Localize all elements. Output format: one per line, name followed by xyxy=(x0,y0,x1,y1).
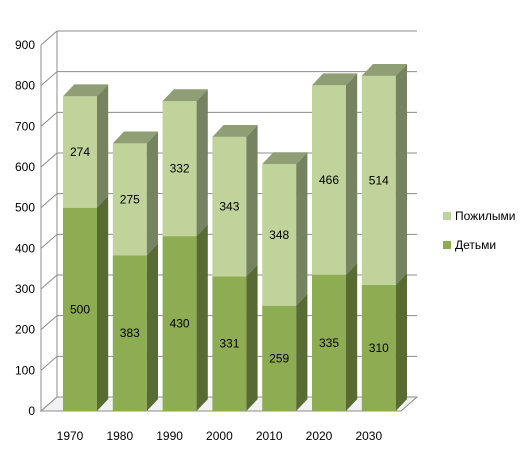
bar-segment xyxy=(112,255,147,411)
bar-stack-1990: 430 332 xyxy=(162,89,208,411)
x-tick-label: 1970 xyxy=(57,429,84,443)
bar-stack-2010: 259 348 xyxy=(262,152,308,411)
y-tick-label: 800 xyxy=(15,79,35,93)
gridline-depth xyxy=(40,71,58,87)
bar-segment xyxy=(361,284,396,411)
bars: 500 274 383 275 430 332 331 343 259 348 335 466 310 5… xyxy=(63,64,407,411)
y-tick-label: 400 xyxy=(15,241,35,255)
legend-label: Пожилыми xyxy=(455,209,515,223)
bar-side xyxy=(346,73,358,275)
bar-top xyxy=(262,152,308,165)
data-label: 259 xyxy=(269,351,289,365)
x-tick-label: 2010 xyxy=(256,429,283,443)
bar-side xyxy=(296,293,308,411)
bar-top xyxy=(162,89,208,102)
bar-stack-2000: 331 343 xyxy=(212,125,258,411)
legend-swatch xyxy=(443,241,451,249)
bar-top xyxy=(63,84,109,97)
x-tick-label: 2020 xyxy=(306,429,333,443)
bar-stack-2030: 310 514 xyxy=(361,64,407,411)
bar-segment xyxy=(312,274,346,411)
y-tick-label: 900 xyxy=(15,38,35,52)
data-label: 275 xyxy=(120,192,140,206)
data-label: 514 xyxy=(369,173,389,187)
y-tick-label: 600 xyxy=(15,160,35,174)
y-tick-label: 300 xyxy=(15,282,35,296)
legend-label: Детьми xyxy=(455,238,496,252)
bar-top xyxy=(361,64,407,76)
data-label: 430 xyxy=(170,317,190,331)
bar-side xyxy=(97,84,109,208)
legend: Пожилыми Детьми xyxy=(443,209,515,252)
bar-segment xyxy=(63,207,97,411)
y-tick-label: 100 xyxy=(15,363,35,377)
y-tick-label: 700 xyxy=(15,119,35,133)
x-tick-label: 2000 xyxy=(206,429,233,443)
x-tick-label: 1990 xyxy=(156,429,183,443)
data-label: 348 xyxy=(269,228,289,242)
gridline-depth xyxy=(40,355,58,371)
bar-side xyxy=(246,125,258,277)
bar-segment xyxy=(212,276,247,411)
data-label: 274 xyxy=(70,145,90,159)
bar-segment xyxy=(112,143,147,256)
x-tick-labels: 1970 1980 1990 2000 2010 2020 2030 xyxy=(57,429,383,443)
gridline-depth xyxy=(40,274,58,290)
y-tick-labels: 0 100 200 300 400 500 600 700 800 900 xyxy=(15,38,35,418)
bar-segment xyxy=(361,75,396,285)
data-label: 331 xyxy=(219,337,239,351)
y-tick-label: 500 xyxy=(15,201,35,215)
bar-segment xyxy=(63,96,97,208)
data-label: 310 xyxy=(369,341,389,355)
gridline-depth xyxy=(40,193,58,209)
bar-stack-1970: 500 274 xyxy=(63,84,109,411)
bar-side xyxy=(146,243,158,411)
bar-side xyxy=(97,195,109,411)
legend-swatch xyxy=(443,212,451,220)
bar-side xyxy=(346,262,358,411)
bar-segment xyxy=(312,85,346,275)
data-label: 335 xyxy=(319,336,339,350)
x-tick-label: 2030 xyxy=(355,429,382,443)
y-tick-label: 0 xyxy=(28,404,35,418)
data-label: 383 xyxy=(120,326,140,340)
bar-side xyxy=(395,273,407,411)
bar-side xyxy=(395,64,407,285)
bar-top xyxy=(112,131,158,144)
data-label: 500 xyxy=(70,302,90,316)
x-tick-label: 1980 xyxy=(106,429,133,443)
gridline-depth xyxy=(40,233,58,249)
bar-stack-2020: 335 466 xyxy=(312,73,358,411)
data-label: 466 xyxy=(319,173,339,187)
bar-segment xyxy=(262,305,297,411)
gridline-depth xyxy=(40,315,58,331)
bar-side xyxy=(146,131,158,256)
data-label: 343 xyxy=(219,200,239,214)
bar-side xyxy=(246,264,258,411)
y-tick-label: 200 xyxy=(15,323,35,337)
gridline-depth xyxy=(40,111,58,127)
bar-side xyxy=(296,152,308,306)
bar-side xyxy=(196,224,208,411)
bar-side xyxy=(196,89,208,237)
gridline-depth xyxy=(40,30,58,46)
bar-segment xyxy=(162,101,197,237)
bar-top xyxy=(212,125,258,137)
gridline-depth xyxy=(40,152,58,168)
bar-top xyxy=(312,73,358,86)
bar-segment xyxy=(262,164,297,306)
bar-stack-1980: 383 275 xyxy=(112,131,158,411)
bar-segment xyxy=(162,236,197,411)
data-label: 332 xyxy=(170,162,190,176)
bar-segment xyxy=(212,136,247,277)
